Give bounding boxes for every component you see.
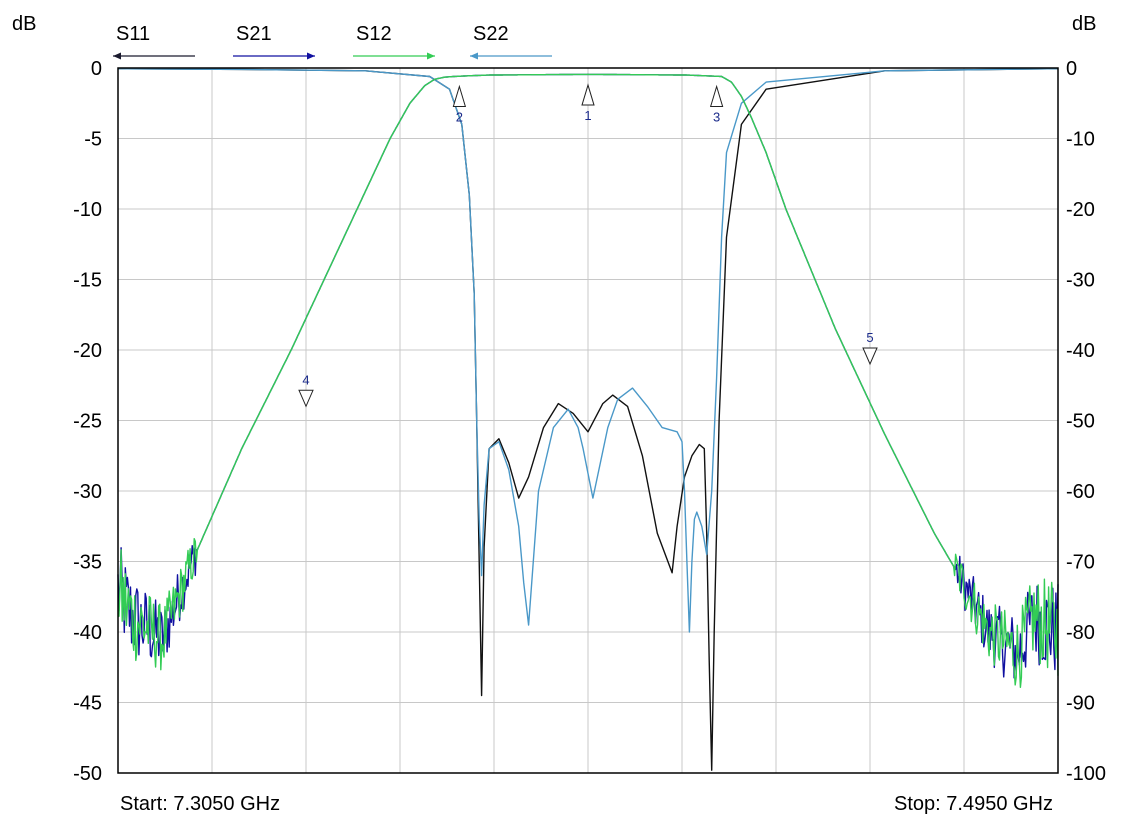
left-tick-label: -20 [73,340,102,362]
left-tick-label: -10 [73,199,102,221]
marker-label-2: 2 [456,109,463,124]
legend-label-s11: S11 [116,23,150,45]
left-tick-label: -5 [84,129,102,151]
start-frequency-label: Start: 7.3050 GHz [120,793,280,815]
marker-triangle-4 [298,389,314,408]
marker-triangle-3 [709,84,724,107]
y-tick-labels: 0 -5 -10 -15 -20 -25 -30 -35 -40 -45 -50 0 -10 -20 -30… [73,58,1106,785]
left-tick-label: -15 [73,270,102,292]
legend-arrow-s11 [113,52,121,60]
left-tick-label: -50 [73,763,102,785]
marker-label-5: 5 [866,330,873,345]
left-tick-label: 0 [91,58,102,80]
left-tick-label: -45 [73,693,102,715]
trace-s22 [117,68,1059,633]
right-tick-label: -100 [1066,763,1106,785]
grid [118,68,1058,773]
left-tick-label: -25 [73,411,102,433]
legend-arrow-s22 [470,52,478,60]
markers: 1 2 3 4 5 [298,83,878,408]
marker-triangle-1 [581,83,595,106]
left-tick-label: -30 [73,481,102,503]
right-tick-label: -50 [1066,411,1095,433]
trace-s12 [117,73,1059,688]
legend-label-s21: S21 [236,23,272,45]
right-tick-label: -30 [1066,270,1095,292]
marker-label-4: 4 [302,372,309,387]
legend: S11 S21 S12 S22 [113,23,552,60]
legend-arrow-s21 [307,52,315,60]
marker-label-1: 1 [584,108,591,123]
left-axis-unit: dB [12,13,36,35]
traces [117,68,1059,771]
stop-frequency-label: Stop: 7.4950 GHz [894,793,1053,815]
right-tick-label: -60 [1066,481,1095,503]
plot-frame [117,67,1059,774]
marker-triangle-5 [862,347,878,366]
right-tick-label: -90 [1066,693,1095,715]
right-tick-label: -10 [1066,129,1095,151]
right-tick-label: -80 [1066,622,1095,644]
right-tick-label: -40 [1066,340,1095,362]
legend-label-s12: S12 [356,23,392,45]
legend-arrow-s12 [427,52,435,60]
right-axis-unit: dB [1072,13,1096,35]
marker-label-3: 3 [713,109,720,124]
right-tick-label: -20 [1066,199,1095,221]
left-tick-label: -40 [73,622,102,644]
marker-triangle-2 [452,84,467,107]
right-tick-label: 0 [1066,58,1077,80]
right-tick-label: -70 [1066,552,1095,574]
legend-label-s22: S22 [473,23,509,45]
left-tick-label: -35 [73,552,102,574]
